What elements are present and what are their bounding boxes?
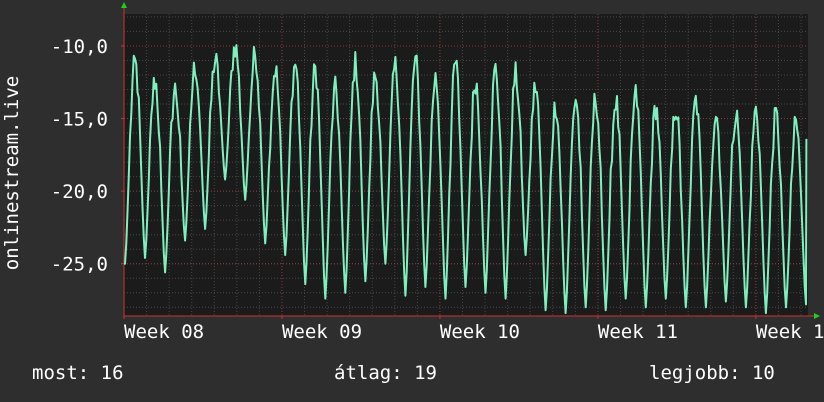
stats-footer: most: 16 átlag: 19 legjobb: 10 (0, 362, 824, 390)
series-line (124, 44, 808, 315)
line-chart: -10,0-15,0-20,0-25,0 Week 08 Week 09 Week … (1, 2, 824, 343)
stat-average: átlag: 19 (334, 362, 437, 384)
x-tick-label: Week 08 (124, 321, 204, 343)
stat-best: legjobb: 10 (649, 362, 775, 384)
x-tick-label: Week 12 (756, 321, 824, 343)
y-axis-ticks: -10,0 -15,0 -20,0 -25,0 (51, 36, 124, 276)
x-tick-label: Week 11 (598, 321, 678, 343)
y-tick-label: -20,0 (51, 181, 108, 203)
stat-current: most: 16 (32, 362, 124, 384)
x-tick-label: Week 09 (282, 321, 362, 343)
y-axis-label: onlinestream.live (1, 76, 23, 270)
y-tick-label: -15,0 (51, 109, 108, 131)
axes (121, 2, 820, 319)
series-group (124, 44, 808, 315)
y-axis-arrow (121, 2, 127, 8)
y-tick-label: -25,0 (51, 254, 108, 276)
y-tick-label: -10,0 (51, 36, 108, 58)
x-axis-ticks: Week 08 Week 09 Week 10 Week 11 Week 12 (123, 316, 824, 343)
x-axis-arrow (814, 313, 820, 319)
x-tick-label: Week 10 (440, 321, 520, 343)
